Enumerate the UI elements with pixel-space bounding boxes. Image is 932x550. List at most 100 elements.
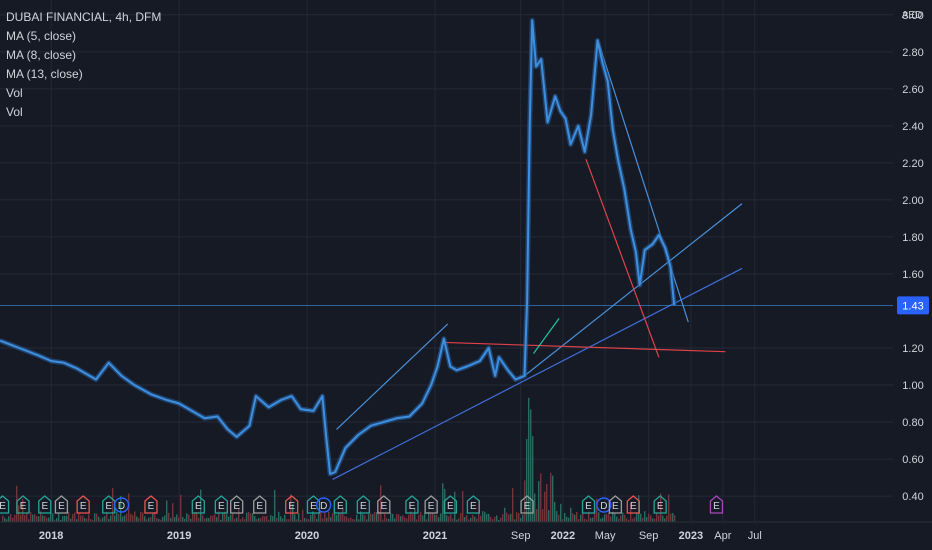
volume-bar — [218, 511, 220, 522]
volume-bar — [116, 511, 118, 522]
earnings-marker[interactable]: E — [253, 495, 267, 514]
volume-bar — [468, 519, 470, 522]
volume-bar — [438, 517, 440, 522]
volume-bar — [412, 514, 414, 522]
volume-bar — [472, 515, 474, 522]
earnings-marker-label: E — [447, 501, 454, 512]
volume-bar — [542, 509, 544, 522]
earnings-marker[interactable]: E — [653, 495, 667, 514]
earnings-marker[interactable]: E — [191, 495, 205, 514]
volume-bar — [188, 514, 190, 522]
volume-bar — [544, 491, 546, 522]
trendline[interactable] — [443, 341, 726, 353]
volume-bar — [204, 518, 206, 522]
volume-bar — [54, 519, 56, 522]
earnings-marker[interactable]: E — [76, 495, 90, 514]
earnings-marker[interactable]: E — [38, 495, 52, 514]
earnings-marker-label: E — [612, 501, 619, 512]
volume-bar — [26, 513, 28, 522]
earnings-marker[interactable]: E — [54, 495, 69, 514]
earnings-marker[interactable]: E — [144, 495, 158, 514]
volume-bar — [450, 514, 452, 522]
earnings-marker[interactable]: E — [424, 495, 438, 514]
volume-bar — [44, 515, 46, 522]
earnings-marker-shape — [405, 495, 419, 514]
earnings-marker[interactable]: E — [709, 495, 724, 514]
time-axis[interactable]: 2018 2019 2020 2021 Sep 2022 May Sep 2023 Apr Jul — [0, 521, 932, 542]
earnings-marker[interactable]: E — [608, 495, 623, 514]
volume-bar — [272, 516, 274, 522]
volume-bar — [378, 511, 380, 522]
earnings-marker[interactable]: E — [230, 495, 244, 514]
volume-bar — [482, 511, 484, 522]
earnings-marker[interactable]: E — [16, 495, 30, 514]
volume-bar — [580, 514, 582, 522]
earnings-marker[interactable]: D — [596, 497, 612, 513]
earnings-marker[interactable]: D — [315, 497, 332, 513]
volume-bar — [550, 472, 552, 522]
volume-bar — [568, 517, 570, 522]
earnings-marker[interactable]: E — [102, 495, 116, 514]
volume-bar — [70, 518, 72, 522]
indicator-ma8[interactable]: MA (8, close) — [6, 48, 77, 62]
earnings-marker-shape — [0, 495, 10, 514]
volume-bar — [274, 490, 276, 522]
volume-bar — [476, 518, 478, 522]
indicator-vol-1[interactable]: Vol — [6, 86, 23, 100]
volume-bar — [446, 515, 448, 522]
earnings-marker-label: E — [360, 501, 367, 512]
volume-bar — [536, 509, 538, 522]
volume-bar — [634, 517, 636, 522]
earnings-marker[interactable]: E — [285, 495, 299, 514]
trendline[interactable] — [585, 158, 660, 358]
symbol-title[interactable]: DUBAI FINANCIAL, 4h, DFM — [6, 10, 162, 24]
indicator-ma13[interactable]: MA (13, close) — [6, 67, 83, 81]
earnings-marker-label: E — [256, 501, 263, 512]
earnings-marker[interactable]: E — [626, 495, 640, 514]
volume-bar — [156, 517, 158, 522]
trendline[interactable] — [533, 318, 560, 354]
volume-bar — [354, 519, 356, 522]
volume-bar — [610, 516, 612, 522]
earnings-marker[interactable]: E — [306, 495, 321, 514]
earnings-marker[interactable]: D — [113, 497, 130, 513]
earnings-marker[interactable]: E — [520, 495, 534, 514]
indicator-ma5[interactable]: MA (5, close) — [6, 29, 77, 43]
volume-bar — [164, 515, 166, 522]
earnings-marker[interactable]: E — [214, 495, 228, 514]
volume-bar — [582, 512, 584, 522]
volume-bar — [624, 514, 626, 522]
volume-bar — [344, 516, 346, 522]
volume-bar — [556, 511, 558, 522]
volume-bar — [456, 519, 458, 522]
earnings-marker[interactable]: E — [443, 495, 457, 514]
volume-bar — [420, 511, 422, 522]
earnings-marker-label: E — [80, 501, 87, 512]
volume-bar — [82, 515, 84, 522]
earnings-marker[interactable]: E — [356, 495, 370, 514]
earnings-marker[interactable]: E — [333, 495, 347, 514]
volume-bar — [554, 501, 556, 522]
earnings-marker[interactable]: E — [377, 495, 391, 514]
volume-bar — [526, 438, 528, 522]
volume-bar — [38, 516, 40, 522]
earnings-marker[interactable]: E — [466, 495, 481, 514]
earnings-marker[interactable]: E — [0, 495, 10, 514]
indicator-vol-2[interactable]: Vol — [6, 105, 23, 119]
volume-bar — [14, 514, 16, 522]
trendline[interactable] — [524, 203, 743, 377]
volume-bar — [658, 515, 660, 522]
earnings-marker[interactable]: E — [581, 495, 596, 514]
volume-bar — [180, 494, 182, 522]
trendline[interactable] — [336, 323, 449, 430]
volume-bar — [318, 513, 320, 522]
volume-bar — [76, 519, 78, 522]
volume-bar — [154, 511, 156, 522]
volume-bar — [586, 519, 588, 522]
earnings-marker-shape — [424, 495, 438, 514]
volume-bar — [360, 511, 362, 522]
earnings-marker[interactable]: E — [405, 495, 419, 514]
